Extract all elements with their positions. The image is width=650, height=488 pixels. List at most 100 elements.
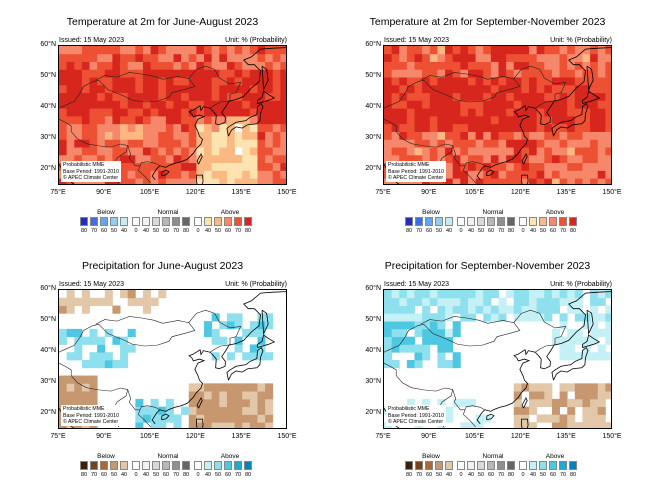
grid-cell [173,123,182,132]
grid-cell [590,305,599,314]
lat-label: 60°N [40,285,56,292]
legend-swatch [100,217,108,226]
grid-cell [574,383,583,392]
grid-cell [234,406,243,415]
grid-cell [536,398,545,408]
grid-cell [120,352,129,361]
grid-cell [142,154,151,164]
grid-cell [135,69,144,78]
issued-date: Issued: 15 May 2023 [384,37,449,44]
grid-cell [529,69,538,78]
grid-cell [234,344,243,353]
legend-number: 40 [204,228,212,234]
grid-cell [498,170,507,179]
grid-cell [544,123,553,132]
grid-cell [66,131,75,140]
coastline [261,65,269,92]
lon-label: 75°E [375,189,391,196]
grid-cell [551,61,560,70]
grid-cell [81,398,90,408]
grid-cell [551,77,560,86]
grid-cell [66,53,75,62]
grid-cell [536,139,545,148]
grid-cell [272,147,281,156]
grid-cell [219,170,228,179]
grid-cell [467,170,476,179]
grid-cell [582,383,591,392]
grid-cell [559,84,568,94]
grid-cell [211,406,220,415]
grid-cell [120,108,129,117]
legend-number: 60 [549,472,557,478]
grid-cell [460,422,469,428]
grid-cell [567,61,576,70]
grid-cell [399,123,408,132]
country-border [59,309,242,353]
legend-number: 40 [529,228,537,234]
grid-cell [513,391,522,400]
grid-cell [590,108,599,117]
grid-cell [242,391,251,400]
grid-cell [89,100,98,109]
grid-cell [414,328,423,338]
grid-cell [452,92,461,101]
grid-cell [104,352,113,361]
grid-cell [150,69,159,78]
grid-cell [460,147,469,156]
grid-cell [551,116,560,125]
grid-cell [142,162,151,171]
lat-label: 50°N [40,316,56,324]
coastline [476,165,486,181]
grid-cell [544,383,553,392]
grid-cell [249,123,258,132]
grid-cell [452,46,461,55]
grid-cell [422,328,431,338]
grid-cell [173,131,182,140]
grid-cell [452,123,461,132]
lon-label: 90°E [96,189,112,196]
grid-cell [196,139,205,148]
grid-cell [460,100,469,109]
grid-cell [605,336,611,345]
grid-cell [165,398,174,408]
grid-cell [127,170,136,179]
grid-cell [521,108,530,117]
grid-cell [506,46,515,55]
legend-swatch [194,217,202,226]
grid-cell [142,46,151,55]
grid-cell [513,290,522,299]
grid-cell [219,139,228,148]
grid-cell [414,313,423,322]
grid-cell [429,123,438,132]
grid-cell [521,305,530,314]
grid-cell [483,131,492,140]
grid-cell [529,100,538,109]
grid-cell [120,92,129,101]
grid-cell [422,131,431,140]
grid-cell [445,154,454,164]
grid-cell [257,154,266,164]
grid-cell [150,297,159,306]
grid-cell [120,139,129,148]
grid-cell [582,162,591,171]
lon-label: 120°E [185,433,205,440]
grid-cell [391,147,400,156]
grid-cell [74,297,83,306]
grid-cell [574,313,583,322]
country-border [384,118,485,167]
grid-cell [574,398,583,408]
grid-cell [384,313,393,322]
grid-cell [127,84,136,94]
coastline [209,291,286,370]
grid-cell [97,77,106,86]
grid-cell [188,398,197,408]
grid-cell [513,46,522,55]
grid-cell [551,100,560,109]
grid-cell [120,123,129,132]
note-line: Probabilistic MME [63,406,105,413]
panel-temp-jja: Temperature at 2m for June-August 2023 I… [0,0,325,244]
grid-cell [173,139,182,148]
grid-cell [567,147,576,156]
grid-cell [158,147,167,156]
country-border [438,389,453,409]
